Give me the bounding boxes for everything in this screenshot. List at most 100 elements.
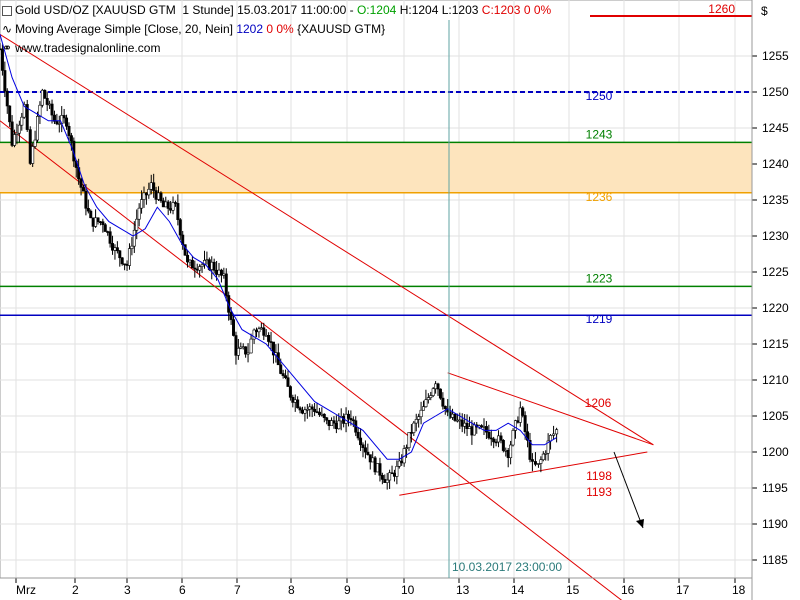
candle-body [366,451,370,455]
candle-body [523,415,527,433]
candle-body [536,463,540,465]
level-label: 1243 [586,127,613,141]
candle-body [13,134,17,146]
watermark-text: www.tradesignalonline.com [15,41,161,55]
candle-body [81,187,85,192]
candle-body [219,269,223,276]
candle-body [351,419,355,422]
x-tick-label: 6 [179,583,186,597]
ma-change: 0 0% [266,22,294,36]
candle-body [320,413,324,416]
candle-body [530,459,534,462]
candle-body [3,70,7,92]
candle-body [45,98,49,105]
candle-body [200,264,204,267]
trend-channel [0,33,654,600]
candle-body [298,407,302,411]
moving-average [0,34,557,460]
candle-body [426,397,430,401]
candle-body [188,259,192,263]
candle-body [499,435,503,441]
candle-body [279,364,283,374]
candle-body [86,208,90,212]
x-tick-label: 10 [401,583,415,597]
candle-body [161,200,165,208]
y-tick-label: 1230 [762,229,789,243]
crosshair-label: 10.03.2017 23:00:00 [452,560,562,574]
candle-body [28,129,32,164]
candle-body [327,419,331,426]
square-icon [2,5,12,16]
header-line-3: ⚭ www.tradesignalonline.com [2,41,160,55]
candle-body [441,397,445,407]
candle-body [31,146,35,164]
candle-body [484,426,488,433]
candle-body [84,190,88,209]
candle-body [176,203,180,220]
candle-body [140,199,144,209]
candle-body [407,432,411,448]
annotations: 1206 1198 1193 [585,396,644,529]
candle-body [349,418,353,421]
x-tick-label: 9 [344,583,351,597]
level-label: 1250 [586,89,613,103]
candle-body [332,420,336,424]
candle-body [62,115,66,119]
candle-body [40,89,44,106]
candle-body [455,419,459,422]
candle-body [210,261,214,270]
candle-body [166,201,170,209]
currency-label: $ [761,4,768,18]
candle-body [368,454,372,463]
candle-body [288,386,292,398]
candle-body [164,201,168,208]
candle-body [293,399,297,403]
candle-body [198,266,202,271]
candle-body [373,457,377,473]
candle-body [322,413,326,418]
level-label: 1236 [586,190,613,204]
candle-body [363,447,367,453]
x-tick-label: 2 [72,583,79,597]
ma-value: 1202 [236,22,264,36]
candle-body [147,188,151,196]
candle-body [8,105,12,123]
candle-body [249,338,253,354]
candle-body [539,459,543,464]
level-label: 1223 [586,271,613,285]
candle-body [142,192,146,200]
annotation-label: 1206 [585,396,612,410]
candle-body [506,449,510,459]
candle-body [178,219,182,236]
header-datetime: 15.03.2017 11:00:00 [237,3,347,17]
candle-body [482,426,486,428]
candle-body [67,125,71,136]
candle-body [361,444,365,449]
candle-body [5,90,9,107]
candle-body [555,429,559,435]
candle-body [50,103,54,116]
annotation-label: 1193 [586,485,612,499]
candle-body [346,413,350,419]
high-value: H:1204 [399,3,439,17]
candle-body [252,329,256,340]
x-tick-label: 3 [124,583,131,597]
candle-body [421,406,425,411]
candle-body [154,190,158,200]
candle-body [337,420,341,430]
candle-body [392,472,396,477]
candle-body [412,422,416,433]
y-tick-label: 1250 [762,85,789,99]
candle-body [222,273,226,276]
open-value: O:1204 [356,3,397,17]
candle-body [269,341,273,343]
y-tick-label: 1215 [762,337,789,351]
candle-body [118,250,122,259]
candle-body [132,229,136,247]
candle-body [229,312,233,320]
candle-body [313,408,317,412]
horizontal-levels: 1260 1250 1243 1236 1223 1219 [0,2,752,326]
candle-body [36,116,40,141]
candle-body [359,437,363,446]
